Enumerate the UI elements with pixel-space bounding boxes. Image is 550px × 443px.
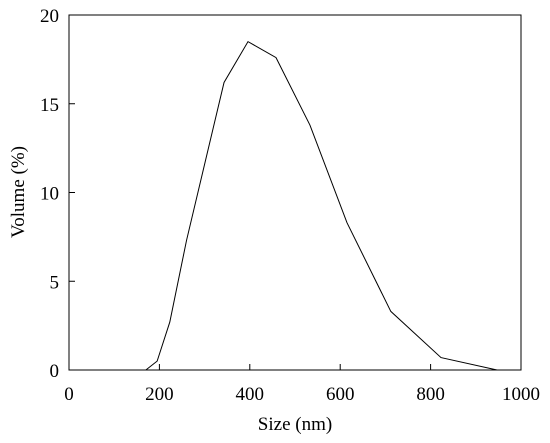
y-tick-label: 5 bbox=[50, 272, 60, 293]
y-tick-label: 10 bbox=[40, 184, 59, 205]
x-tick-label: 400 bbox=[236, 384, 265, 405]
x-tick-label: 800 bbox=[416, 384, 445, 405]
y-tick-label: 15 bbox=[40, 95, 59, 116]
x-tick-label: 1000 bbox=[502, 384, 540, 405]
y-tick-label: 0 bbox=[50, 361, 60, 382]
plot-frame bbox=[68, 14, 522, 371]
x-tick-label: 600 bbox=[326, 384, 355, 405]
y-tick-label: 20 bbox=[40, 6, 59, 27]
x-tick-label: 200 bbox=[145, 384, 174, 405]
y-axis-label: Volume (%) bbox=[8, 146, 29, 238]
data-line bbox=[145, 40, 498, 371]
x-tick-label: 0 bbox=[64, 384, 74, 405]
x-axis-label: Size (nm) bbox=[258, 414, 332, 435]
